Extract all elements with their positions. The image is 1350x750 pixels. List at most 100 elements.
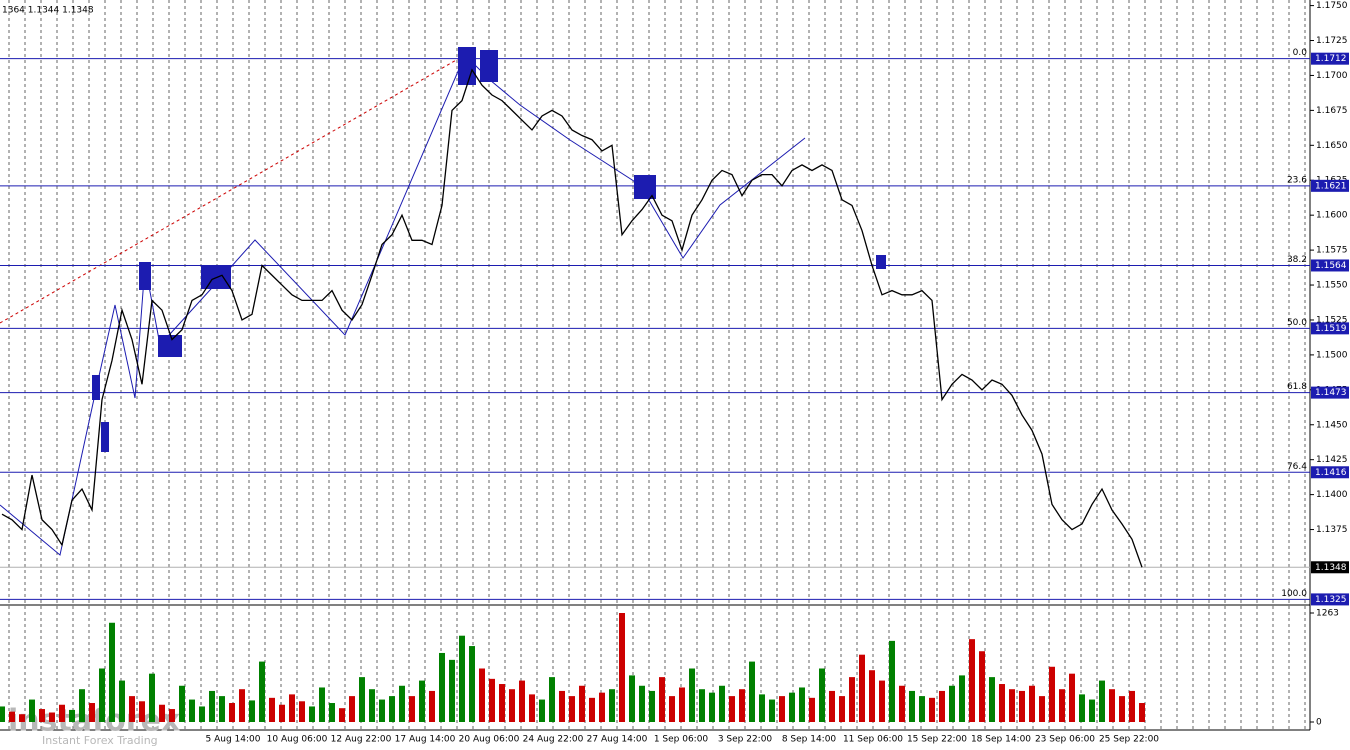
x-tick-label: 10 Aug 06:00 — [267, 735, 328, 745]
volume-bar — [69, 709, 75, 722]
y-tick-label: 1.1675 — [1316, 106, 1348, 116]
fib-label: 38.2 — [1287, 255, 1307, 265]
volume-bar — [889, 640, 895, 722]
volume-bar — [339, 708, 345, 722]
volume-bar — [789, 692, 795, 722]
fib-price-label: 1.1564 — [1315, 261, 1347, 271]
volume-bar — [379, 699, 385, 722]
volume-bar — [169, 709, 175, 722]
volume-bar — [809, 697, 815, 722]
volume-bar — [269, 697, 275, 722]
fib-price-box — [1311, 322, 1349, 335]
fib-label: 100.0 — [1281, 589, 1307, 599]
y-tick-label: 1.1425 — [1316, 455, 1348, 465]
volume-bar — [459, 635, 465, 722]
volume-bar — [239, 689, 245, 722]
marker — [139, 262, 151, 290]
volume-bar — [289, 694, 295, 722]
volume-bar — [49, 712, 55, 722]
volume-bar — [609, 689, 615, 722]
volume-bar — [879, 680, 885, 722]
volume-bar — [1059, 689, 1065, 722]
volume-bar — [99, 668, 105, 722]
volume-bar — [819, 668, 825, 722]
fib-price-label: 1.1712 — [1315, 54, 1347, 64]
volume-bar — [639, 685, 645, 722]
volume-bar — [419, 680, 425, 722]
volume-bar — [249, 700, 255, 722]
fib-price-label: 1.1473 — [1315, 388, 1347, 398]
fib-label: 0.0 — [1293, 48, 1308, 58]
x-tick-label: 20 Aug 06:00 — [459, 735, 520, 745]
volume-bar — [559, 690, 565, 722]
fib-label: 61.8 — [1287, 382, 1307, 392]
volume-bar — [979, 651, 985, 722]
last-price-label: 1.1348 — [1315, 563, 1347, 573]
x-tick-label: 3 Sep 22:00 — [718, 735, 773, 745]
volume-bar — [389, 696, 395, 722]
x-tick-label: 15 Sep 22:00 — [907, 735, 967, 745]
fib-price-box — [1311, 259, 1349, 272]
volume-bar — [109, 622, 115, 722]
volume-bar — [469, 646, 475, 722]
y-tick-label: 1.1550 — [1316, 281, 1348, 291]
x-tick-label: 25 Sep 22:00 — [1099, 735, 1159, 745]
volume-bar — [179, 685, 185, 722]
volume-bar — [149, 673, 155, 722]
volume-bar — [909, 690, 915, 722]
volume-bar — [849, 677, 855, 722]
volume-bar — [549, 677, 555, 722]
x-tick-label: 24 Aug 22:00 — [523, 735, 584, 745]
fib-price-box — [1311, 179, 1349, 192]
volume-bar — [709, 692, 715, 722]
marker — [92, 375, 100, 400]
volume-bar — [1139, 703, 1145, 722]
volume-bar — [619, 613, 625, 722]
volume-bar — [229, 703, 235, 722]
fib-price-label: 1.1325 — [1315, 595, 1347, 605]
volume-bar — [29, 699, 35, 722]
marker — [876, 255, 886, 269]
volume-bar — [0, 706, 5, 722]
volume-bar — [999, 684, 1005, 722]
x-tick-label: 1 Sep 06:00 — [654, 735, 709, 745]
volume-bar — [219, 696, 225, 722]
volume-bar — [319, 687, 325, 722]
volume-bar — [729, 696, 735, 722]
volume-bar — [409, 696, 415, 722]
volume-bar — [699, 689, 705, 722]
y-tick-label: 1.1700 — [1316, 71, 1348, 81]
volume-bar — [959, 675, 965, 722]
volume-bar — [989, 677, 995, 722]
volume-bar — [689, 668, 695, 722]
volume-bar — [899, 685, 905, 722]
volume-bar — [599, 692, 605, 722]
markers — [92, 47, 886, 452]
volume-bar — [829, 690, 835, 722]
volume-bar — [479, 668, 485, 722]
volume-bar — [349, 696, 355, 722]
volume-bar — [1089, 699, 1095, 722]
volume-bar — [159, 704, 165, 722]
volume-bar — [449, 659, 455, 722]
marker — [201, 265, 231, 289]
marker — [634, 175, 656, 199]
volume-bar — [779, 696, 785, 722]
y-tick-label: 1.1525 — [1316, 315, 1348, 325]
volume-bar — [429, 690, 435, 722]
volume-bar — [769, 699, 775, 722]
volume-bar — [569, 696, 575, 722]
fib-price-box — [1311, 593, 1349, 606]
marker — [458, 47, 476, 85]
volume-bar — [919, 696, 925, 722]
volume-bar — [259, 661, 265, 722]
volume-bar — [119, 680, 125, 722]
y-tick-label: 1.1750 — [1316, 1, 1348, 11]
fib-price-label: 1.1519 — [1315, 324, 1347, 334]
volume-bar — [1129, 690, 1135, 722]
chart-title: 1364 1.1344 1.1348 — [2, 6, 94, 16]
volume-bar — [9, 711, 15, 722]
fib-price-box — [1311, 52, 1349, 65]
volume-bar — [629, 675, 635, 722]
